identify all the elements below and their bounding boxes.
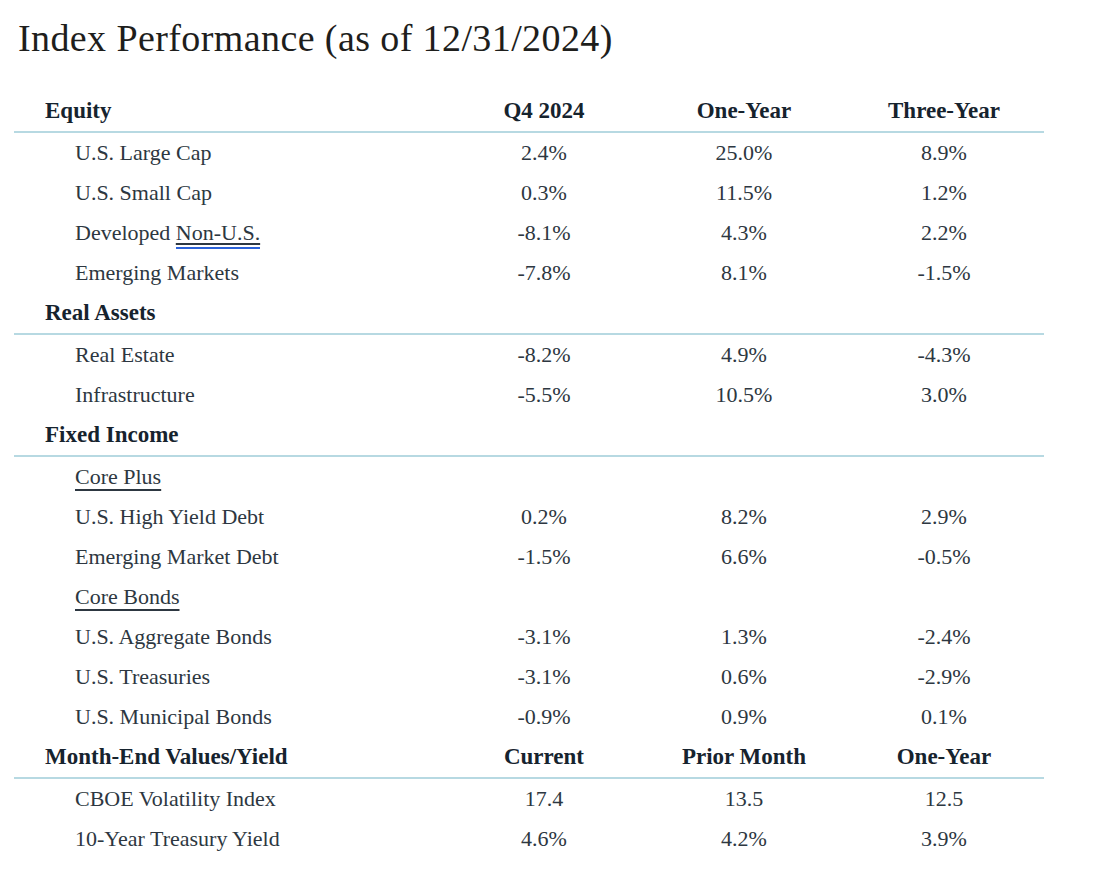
one-year-value: 4.9% [644,342,844,368]
table-row-us-high-yield-debt: U.S. High Yield Debt 0.2% 8.2% 2.9% [14,497,1044,537]
one-year-value: 25.0% [644,140,844,166]
one-year-value: 12.5 [844,786,1044,812]
one-year-value: 11.5% [644,180,844,206]
one-year-value: 3.9% [844,826,1044,852]
table-row-emerging-markets: Emerging Markets -7.8% 8.1% -1.5% [14,253,1044,293]
three-year-value: -4.3% [844,342,1044,368]
current-value: 17.4 [444,786,644,812]
column-header-three-year: Three-Year [844,98,1044,124]
row-label: Infrastructure [14,382,444,408]
three-year-value: -2.4% [844,624,1044,650]
column-header-one-year: One-Year [644,98,844,124]
row-label: CBOE Volatility Index [14,786,444,812]
row-label: U.S. Treasuries [14,664,444,690]
one-year-value: 8.2% [644,504,844,530]
section-title-equity: Equity [14,98,444,124]
one-year-value: 0.9% [644,704,844,730]
core-bonds-underlined-text: Core Bonds [75,584,180,609]
column-header-q4-2024: Q4 2024 [444,98,644,124]
subheader-row-core-bonds: Core Bonds [14,577,1044,617]
section-header-fixed-income: Fixed Income [14,415,1044,457]
table-row-real-estate: Real Estate -8.2% 4.9% -4.3% [14,335,1044,375]
prior-month-value: 4.2% [644,826,844,852]
one-year-value: 6.6% [644,544,844,570]
subheader-row-core-plus: Core Plus [14,457,1044,497]
q4-value: -3.1% [444,624,644,650]
section-header-equity: Equity Q4 2024 One-Year Three-Year [14,91,1044,133]
q4-value: -0.9% [444,704,644,730]
q4-value: 0.2% [444,504,644,530]
table-row-us-treasuries: U.S. Treasuries -3.1% 0.6% -2.9% [14,657,1044,697]
row-label: U.S. Large Cap [14,140,444,166]
page-title: Index Performance (as of 12/31/2024) [18,14,1112,62]
one-year-value: 1.3% [644,624,844,650]
column-header-current: Current [444,744,644,770]
q4-value: 0.3% [444,180,644,206]
column-header-prior-month: Prior Month [644,744,844,770]
row-label: U.S. Municipal Bonds [14,704,444,730]
table-row-us-large-cap: U.S. Large Cap 2.4% 25.0% 8.9% [14,133,1044,173]
q4-value: -8.1% [444,220,644,246]
row-label: Real Estate [14,342,444,368]
table-row-emerging-market-debt: Emerging Market Debt -1.5% 6.6% -0.5% [14,537,1044,577]
one-year-value: 0.6% [644,664,844,690]
table-row-infrastructure: Infrastructure -5.5% 10.5% 3.0% [14,375,1044,415]
q4-value: -7.8% [444,260,644,286]
three-year-value: -2.9% [844,664,1044,690]
q4-value: -3.1% [444,664,644,690]
row-label: Emerging Markets [14,260,444,286]
table-row-us-small-cap: U.S. Small Cap 0.3% 11.5% 1.2% [14,173,1044,213]
non-us-underlined-text: Non-U.S. [176,220,260,249]
three-year-value: 1.2% [844,180,1044,206]
q4-value: -8.2% [444,342,644,368]
three-year-value: 3.0% [844,382,1044,408]
section-header-real-assets: Real Assets [14,293,1044,335]
section-title-fixed-income: Fixed Income [14,422,444,448]
q4-value: -5.5% [444,382,644,408]
three-year-value: 8.9% [844,140,1044,166]
three-year-value: -0.5% [844,544,1044,570]
three-year-value: -1.5% [844,260,1044,286]
one-year-value: 4.3% [644,220,844,246]
current-value: 4.6% [444,826,644,852]
one-year-value: 10.5% [644,382,844,408]
column-header-one-year: One-Year [844,744,1044,770]
table-row-cboe-volatility-index: CBOE Volatility Index 17.4 13.5 12.5 [14,779,1044,819]
row-label: Emerging Market Debt [14,544,444,570]
three-year-value: 2.2% [844,220,1044,246]
subheader-label: Core Bonds [14,584,444,610]
table-row-us-municipal-bonds: U.S. Municipal Bonds -0.9% 0.9% 0.1% [14,697,1044,737]
section-header-month-end: Month-End Values/Yield Current Prior Mon… [14,737,1044,779]
three-year-value: 2.9% [844,504,1044,530]
row-label: U.S. Small Cap [14,180,444,206]
row-label: 10-Year Treasury Yield [14,826,444,852]
q4-value: 2.4% [444,140,644,166]
index-performance-table: Equity Q4 2024 One-Year Three-Year U.S. … [14,91,1044,859]
three-year-value: 0.1% [844,704,1044,730]
section-title-real-assets: Real Assets [14,300,444,326]
one-year-value: 8.1% [644,260,844,286]
section-title-month-end: Month-End Values/Yield [14,744,444,770]
row-label-prefix: Developed [75,220,176,245]
prior-month-value: 13.5 [644,786,844,812]
table-row-us-aggregate-bonds: U.S. Aggregate Bonds -3.1% 1.3% -2.4% [14,617,1044,657]
subheader-label: Core Plus [14,464,444,490]
row-label: U.S. Aggregate Bonds [14,624,444,650]
table-row-10-year-treasury-yield: 10-Year Treasury Yield 4.6% 4.2% 3.9% [14,819,1044,859]
row-label: U.S. High Yield Debt [14,504,444,530]
q4-value: -1.5% [444,544,644,570]
row-label: Developed Non-U.S. [14,220,444,246]
table-row-developed-non-us: Developed Non-U.S. -8.1% 4.3% 2.2% [14,213,1044,253]
core-plus-underlined-text: Core Plus [75,464,161,489]
